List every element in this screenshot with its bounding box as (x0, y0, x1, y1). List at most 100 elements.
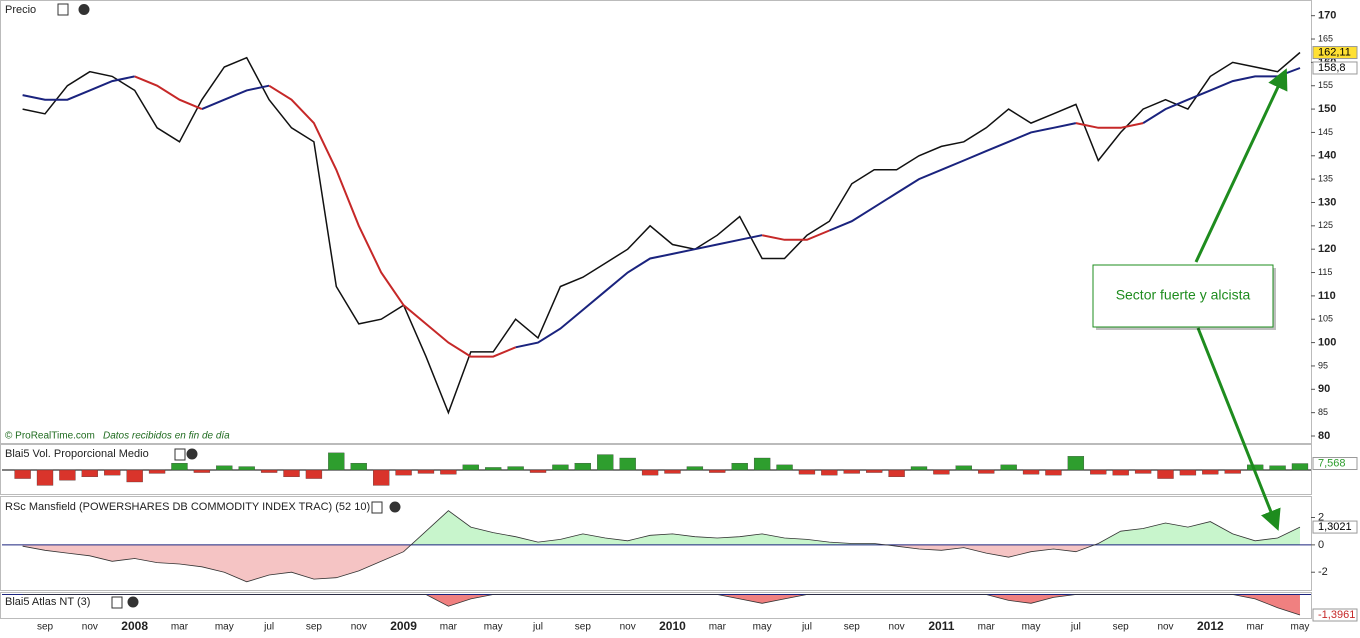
atlas-panel (0, 592, 1312, 619)
y-tick-label: 140 (1318, 150, 1336, 162)
bar (59, 469, 76, 481)
y-tick-label: 150 (1318, 103, 1336, 115)
x-tick-label: jul (801, 622, 812, 633)
area-outline (22, 510, 1301, 583)
area-negative (22, 544, 1300, 582)
bar (1157, 469, 1174, 479)
bar (328, 452, 345, 471)
bar (36, 469, 54, 486)
bar (1022, 469, 1040, 475)
bar (1090, 469, 1107, 475)
series-line (22, 67, 1301, 349)
x-tick-label: mar (171, 622, 189, 633)
window-icon[interactable] (57, 3, 69, 16)
bar (104, 469, 121, 476)
y-tick-label: 170 (1318, 10, 1336, 22)
series-line (22, 51, 1301, 415)
bar (283, 469, 300, 478)
close-icon[interactable] (78, 4, 90, 15)
y-tick-label: 120 (1318, 243, 1336, 255)
y-tick-label: 105 (1318, 314, 1333, 324)
annotation-box (1092, 264, 1274, 328)
arrow (1194, 68, 1288, 263)
y-tick-label: 85 (1318, 407, 1328, 417)
x-tick-label: may (753, 622, 772, 633)
y-tick-label: 165 (1318, 33, 1333, 43)
bar (1291, 463, 1309, 471)
series-line (134, 75, 1144, 358)
x-tick-label: jul (532, 622, 543, 633)
y-tick-label: 115 (1318, 267, 1332, 277)
window-icon[interactable] (174, 448, 186, 461)
bar (1067, 456, 1085, 471)
x-tick-label: nov (1157, 622, 1173, 633)
bar (81, 469, 98, 478)
panel-title: RSc Mansfield (POWERSHARES DB COMMODITY … (5, 501, 370, 513)
x-tick-label: sep (1113, 622, 1130, 633)
bar (1000, 464, 1017, 471)
bar (910, 466, 928, 471)
bar (350, 462, 367, 471)
bar (193, 469, 211, 473)
plots: 1701651601551501451401351301251201151101… (2, 10, 1358, 633)
x-tick-label: mar (978, 622, 996, 633)
x-tick-label: mar (440, 622, 458, 633)
bar (216, 465, 233, 471)
bar (843, 469, 860, 474)
watermark-note: Datos recibidos en fin de día (103, 431, 230, 442)
y-tick-label: 95 (1318, 360, 1328, 370)
bar (552, 464, 569, 471)
close-icon[interactable] (186, 448, 198, 460)
bar (641, 469, 659, 476)
last-value-box (1312, 608, 1358, 622)
close-icon[interactable] (127, 596, 139, 608)
x-tick-label: sep (844, 622, 861, 633)
y-tick-label: 100 (1318, 336, 1336, 348)
x-tick-label: may (1291, 622, 1310, 633)
window-icon[interactable] (111, 596, 123, 609)
bar (1179, 469, 1197, 476)
window-icon[interactable] (371, 501, 383, 514)
x-tick-label: sep (306, 622, 323, 633)
bar (507, 466, 524, 471)
y-tick-label: 145 (1318, 127, 1333, 137)
bar (753, 457, 771, 471)
watermark: © ProRealTime.com (5, 431, 95, 442)
x-tick-label: 2011 (928, 619, 954, 633)
bar (978, 469, 995, 474)
bar (866, 469, 883, 473)
bar (171, 462, 188, 471)
x-tick-label: 2009 (390, 619, 417, 633)
bar (888, 469, 905, 478)
last-value-box (1312, 457, 1358, 471)
x-tick-label: 2012 (1197, 619, 1224, 633)
bar (798, 469, 816, 475)
bar (709, 469, 726, 473)
bar (126, 469, 143, 483)
x-tick-label: may (484, 622, 503, 633)
bar (373, 469, 390, 486)
last-value-label: 162,11 (1318, 46, 1351, 58)
last-value-label: 1,3021 (1318, 521, 1352, 533)
bar (686, 466, 704, 471)
panel-icons[interactable] (57, 3, 401, 609)
x-tick-label: 2010 (659, 619, 686, 633)
y-tick-label: 155 (1318, 80, 1333, 90)
bar (529, 469, 547, 473)
bar (731, 462, 748, 471)
price-panel (0, 0, 1312, 444)
bar (260, 469, 278, 473)
x-tick-label: jul (1070, 622, 1081, 633)
x-tick-label: nov (620, 622, 636, 633)
y-tick-label: 125 (1318, 220, 1333, 230)
bar (238, 466, 255, 471)
bar (440, 469, 457, 475)
bar (1045, 469, 1062, 476)
close-icon[interactable] (389, 501, 401, 513)
bar (148, 469, 166, 474)
y-tick-label: 130 (1318, 196, 1336, 208)
bar (1202, 469, 1219, 475)
x-tick-label: sep (575, 622, 592, 633)
bar (955, 465, 972, 471)
